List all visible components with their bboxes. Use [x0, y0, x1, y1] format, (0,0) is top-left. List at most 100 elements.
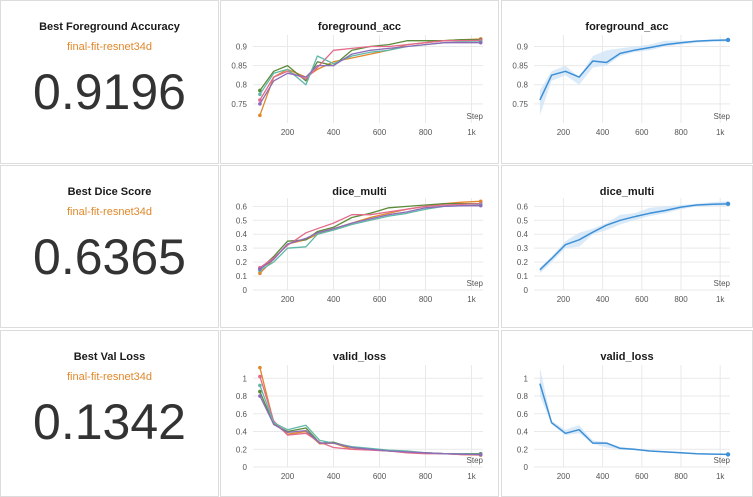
- x-tick-label: 200: [557, 472, 571, 481]
- series-start-point-4: [258, 92, 262, 97]
- y-tick-label: 0.1: [517, 272, 529, 281]
- series-start-point-5: [258, 394, 262, 398]
- mean-end-point: [725, 452, 731, 457]
- series-line-5: [259, 205, 481, 270]
- scalar-title: Best Foreground Accuracy: [39, 21, 180, 33]
- chart-title: dice_multi: [332, 186, 387, 198]
- series-start-point-5: [258, 267, 262, 271]
- series-end-point-5: [478, 203, 483, 208]
- x-axis-label: Step: [714, 112, 731, 121]
- y-tick-label: 0.75: [231, 100, 247, 109]
- mean-line: [539, 383, 729, 456]
- x-tick-label: 1k: [467, 128, 476, 137]
- y-tick-label: 0.6: [236, 202, 248, 211]
- series-line-1: [259, 367, 481, 456]
- x-tick-label: 400: [327, 472, 341, 481]
- y-tick-label: 0.4: [236, 230, 248, 239]
- y-tick-label: 0.8: [236, 81, 248, 90]
- y-tick-label: 0.8: [517, 392, 529, 401]
- chart-valid-loss-mean[interactable]: 0 0.2 0.4 0.6 0.8 1 200 400 600 800 1k Step: [502, 331, 753, 497]
- x-tick-label: 1k: [467, 472, 476, 481]
- y-tick-label: 0: [243, 463, 248, 472]
- y-tick-label: 0: [524, 286, 529, 295]
- x-tick-label: 600: [635, 472, 649, 481]
- scalar-run-name[interactable]: final-fit-resnet34d: [67, 371, 152, 383]
- y-tick-label: 0.9: [517, 42, 529, 51]
- x-tick-label: 400: [327, 295, 341, 304]
- x-tick-label: 400: [596, 472, 610, 481]
- x-axis-label: Step: [467, 279, 484, 288]
- chart-panel-foreground-acc-runs[interactable]: foreground_acc 0.75 0.8 0.85 0.9 200 400 600 80…: [220, 0, 499, 164]
- x-tick-label: 1k: [716, 472, 725, 481]
- x-tick-label: 600: [373, 128, 387, 137]
- chart-panel-dice-multi-mean[interactable]: dice_multi 0 0.1 0.2 0.3 0.4 0.5 0.6 200 400 600 8…: [501, 165, 753, 328]
- chart-foreground-acc-runs[interactable]: 0.75 0.8 0.85 0.9 200 400 600 800 1k Step: [221, 1, 499, 164]
- y-tick-label: 0.4: [517, 428, 529, 437]
- x-tick-label: 200: [281, 128, 295, 137]
- x-tick-label: 600: [373, 295, 387, 304]
- x-tick-label: 600: [635, 128, 649, 137]
- y-tick-label: 1: [243, 374, 248, 383]
- chart-title: valid_loss: [600, 351, 654, 363]
- x-tick-label: 200: [557, 295, 571, 304]
- range-band: [539, 367, 728, 456]
- y-tick-label: 0.6: [236, 410, 248, 419]
- x-tick-label: 800: [419, 295, 433, 304]
- scalar-title: Best Val Loss: [73, 351, 146, 363]
- y-tick-label: 0.6: [517, 202, 529, 211]
- chart-panel-valid-loss-mean[interactable]: valid_loss 0 0.2 0.4 0.6 0.8 1 200 400 600 800 1k S…: [501, 330, 753, 497]
- y-tick-label: 0: [243, 286, 248, 295]
- series-start-point-2: [258, 88, 262, 93]
- scalar-panel-dice-score: Best Dice Score final-fit-resnet34d 0.63…: [0, 165, 219, 328]
- y-tick-label: 0.1: [236, 272, 248, 281]
- y-tick-label: 0.8: [236, 392, 248, 401]
- y-tick-label: 0.9: [236, 42, 248, 51]
- y-tick-label: 0.5: [517, 216, 529, 225]
- chart-panel-dice-multi-runs[interactable]: dice_multi 0 0.1 0.2 0.3 0.4 0.5 0.6 200 400 600 8…: [220, 165, 499, 328]
- x-tick-label: 800: [674, 472, 688, 481]
- scalar-run-name[interactable]: final-fit-resnet34d: [67, 41, 152, 53]
- series-line-5: [259, 395, 481, 456]
- x-tick-label: 800: [419, 472, 433, 481]
- chart-title: dice_multi: [599, 186, 655, 198]
- series-start-point-1: [258, 113, 262, 118]
- mean-end-point: [725, 201, 731, 207]
- scalar-value: 0.1342: [33, 394, 186, 450]
- scalar-value: 0.9196: [33, 64, 186, 120]
- y-tick-label: 0.3: [236, 244, 248, 253]
- series-start-point-4: [258, 383, 262, 388]
- x-tick-label: 600: [635, 295, 649, 304]
- series-start-point-2: [258, 389, 262, 394]
- x-axis-label: Step: [714, 456, 731, 465]
- mean-end-point: [725, 37, 731, 43]
- x-tick-label: 400: [327, 128, 341, 137]
- scalar-title: Best Dice Score: [67, 186, 152, 198]
- scalar-panel-val-loss: Best Val Loss final-fit-resnet34d 0.1342: [0, 330, 219, 497]
- series-start-point-1: [258, 365, 262, 370]
- x-tick-label: 1k: [467, 295, 476, 304]
- chart-dice-multi-mean[interactable]: 0 0.1 0.2 0.3 0.4 0.5 0.6 200 400 600 800 1k Step: [502, 166, 753, 328]
- y-tick-label: 0.2: [236, 445, 248, 454]
- y-tick-label: 0.4: [236, 428, 248, 437]
- series-start-point-3: [258, 374, 262, 379]
- x-tick-label: 800: [674, 128, 688, 137]
- chart-panel-valid-loss-runs[interactable]: valid_loss 0 0.2 0.4 0.6 0.8 1 200 400 600 800 1k S…: [220, 330, 499, 497]
- chart-valid-loss-runs[interactable]: 0 0.2 0.4 0.6 0.8 1 200 400 600 800 1k Step: [221, 331, 499, 497]
- y-tick-label: 1: [524, 374, 529, 383]
- series-line-2: [259, 391, 481, 455]
- x-tick-label: 200: [281, 295, 295, 304]
- chart-dice-multi-runs[interactable]: 0 0.1 0.2 0.3 0.4 0.5 0.6 200 400 600 800 1k Step: [221, 166, 499, 328]
- x-tick-label: 800: [674, 295, 688, 304]
- series-line-2: [259, 202, 481, 270]
- chart-foreground-acc-mean[interactable]: 0.75 0.8 0.85 0.9 200 400 600 800 1k Step: [502, 1, 753, 164]
- x-tick-label: 400: [596, 295, 610, 304]
- series-start-point-5: [258, 102, 262, 106]
- y-tick-label: 0.8: [517, 81, 529, 90]
- x-axis-label: Step: [467, 456, 484, 465]
- chart-title: foreground_acc: [317, 21, 402, 33]
- chart-panel-foreground-acc-mean[interactable]: foreground_acc 0.75 0.8 0.85 0.9 200 400 600 80…: [501, 0, 753, 164]
- x-tick-label: 1k: [716, 295, 725, 304]
- y-tick-label: 0.3: [517, 244, 529, 253]
- x-tick-label: 200: [557, 128, 571, 137]
- scalar-run-name[interactable]: final-fit-resnet34d: [67, 206, 152, 218]
